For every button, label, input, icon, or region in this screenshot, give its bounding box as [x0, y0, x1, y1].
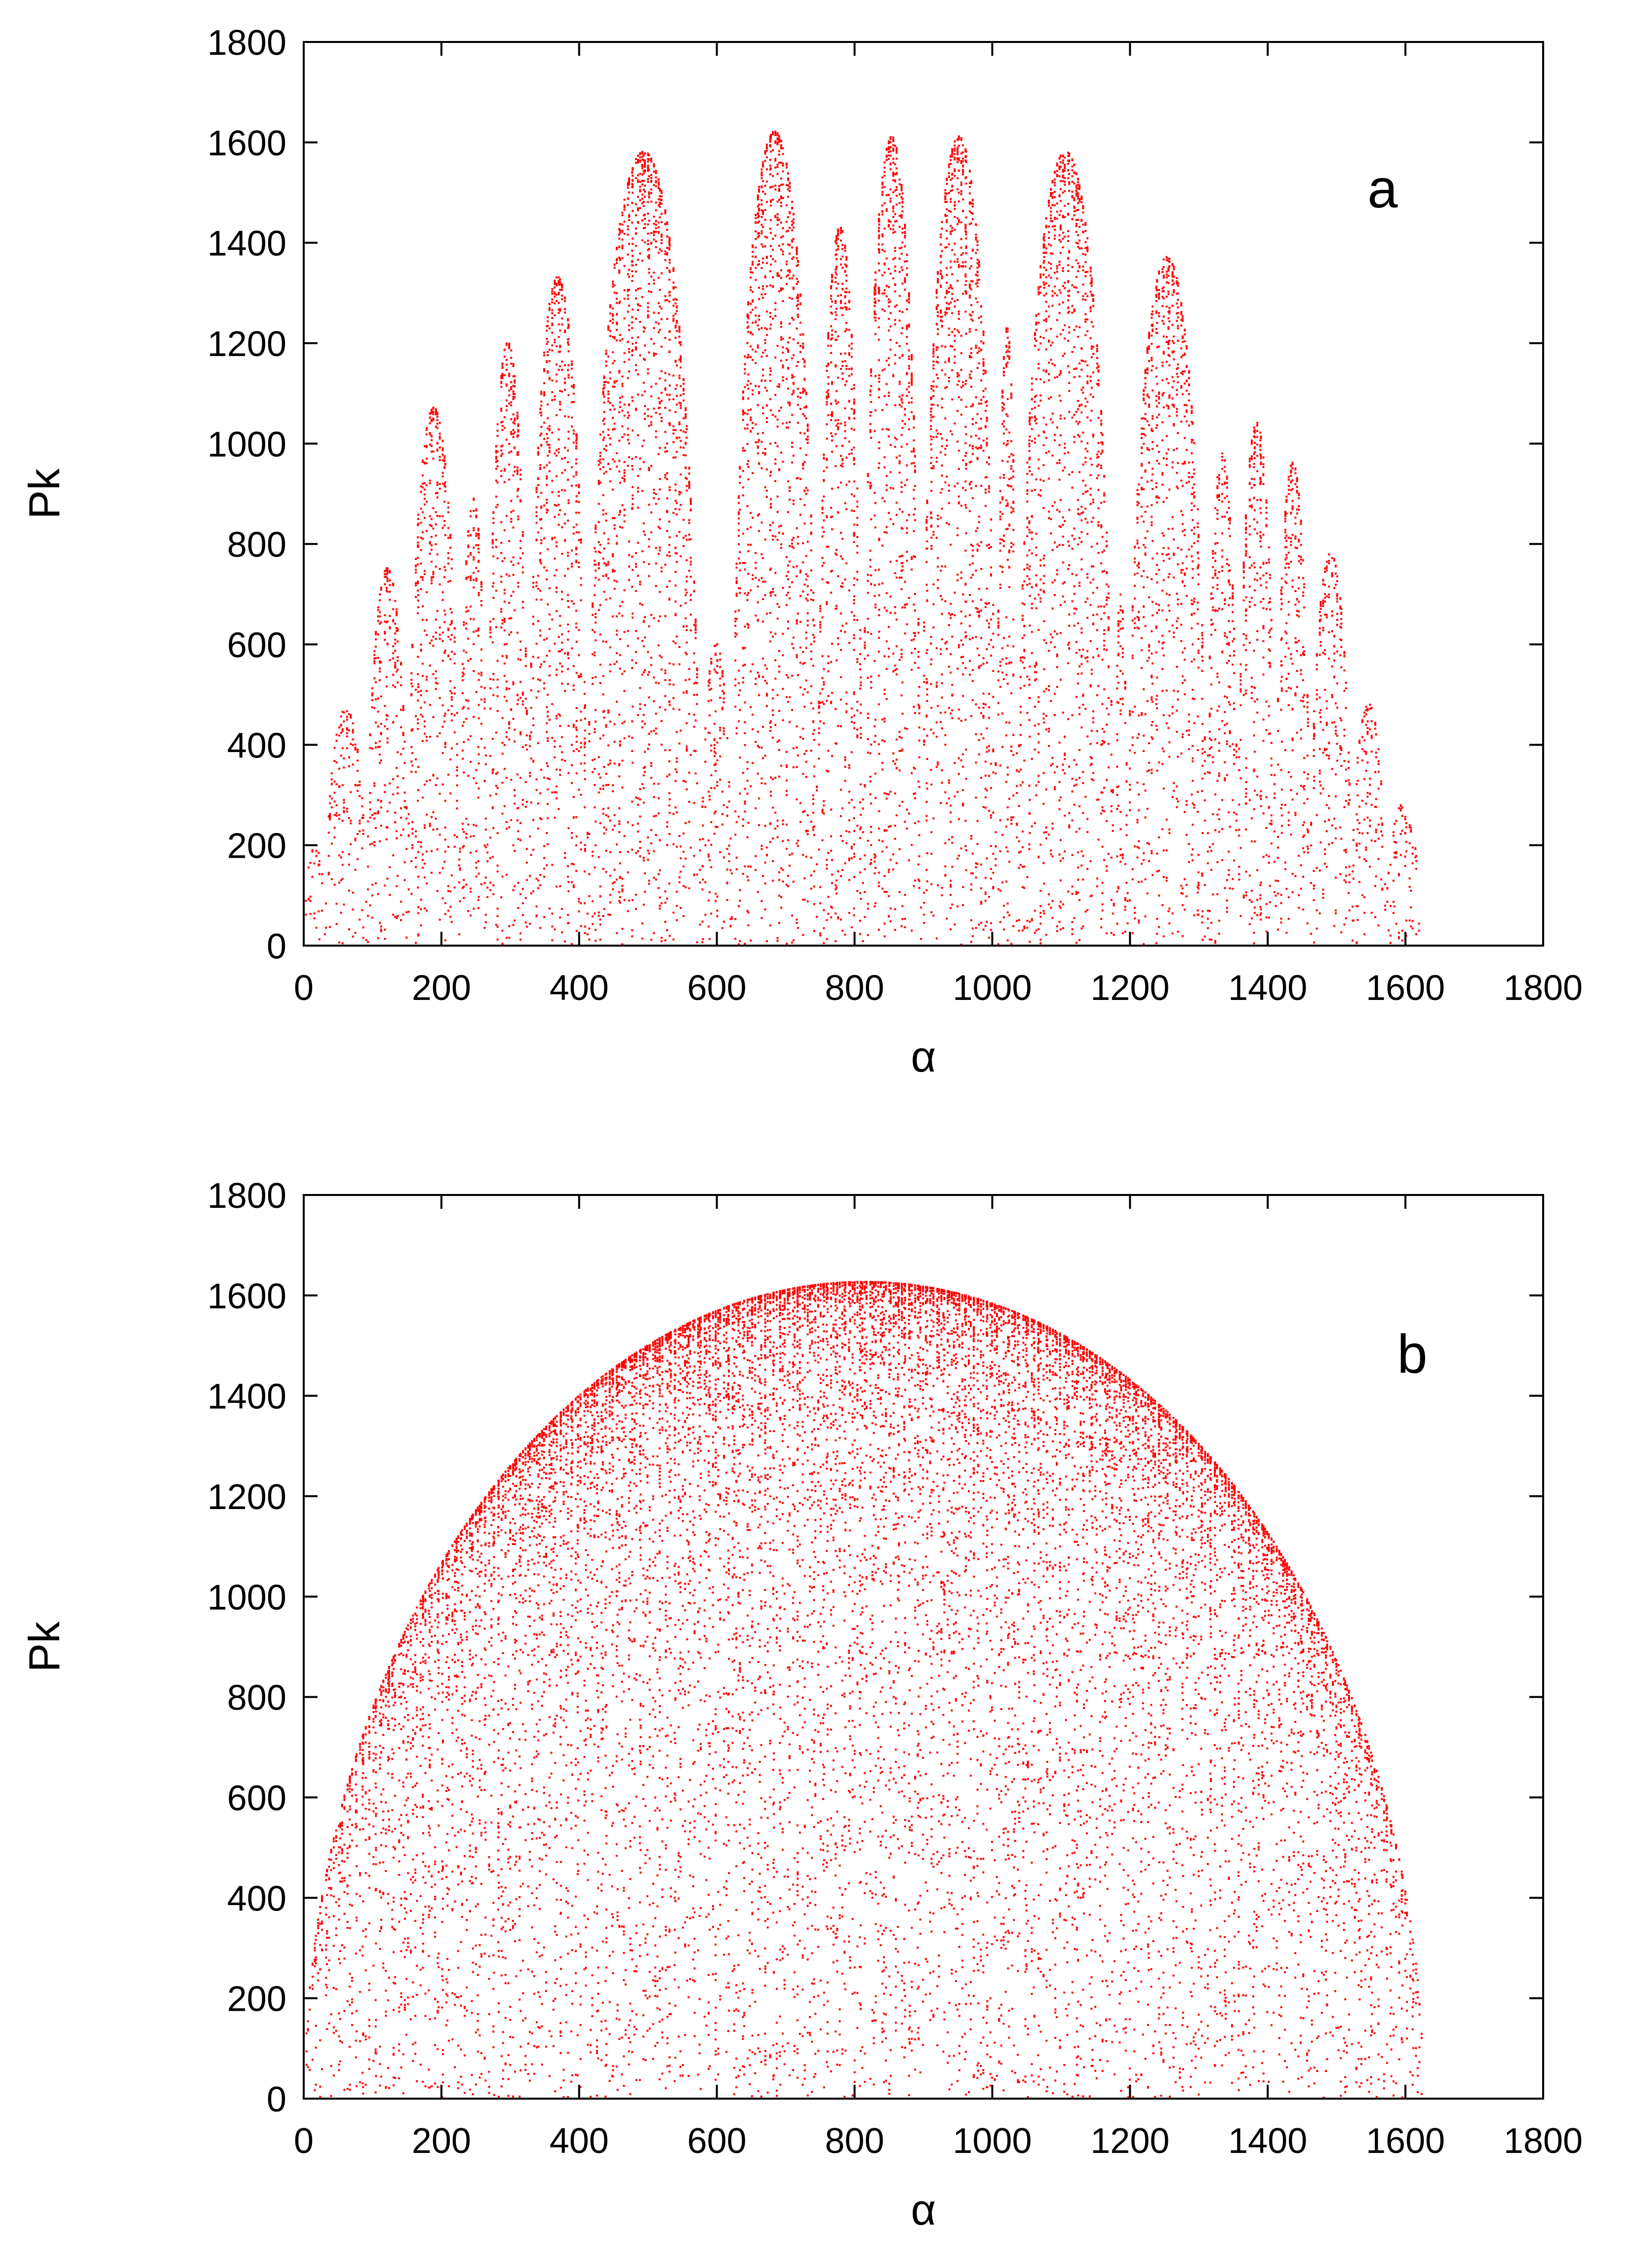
- y-tick-label: 1800: [207, 23, 286, 63]
- scatter-points: [305, 130, 1420, 946]
- x-tick-label: 1000: [953, 968, 1032, 1008]
- x-tick-label: 400: [550, 968, 609, 1008]
- panel-a-x-ticks: 0 200 400 600 800 1000 1200 1400 1600 1800: [294, 42, 1583, 1008]
- y-tick-label: 1000: [207, 425, 286, 464]
- panel-a-points: [305, 130, 1420, 946]
- x-tick-label: 1000: [953, 2121, 1032, 2161]
- y-tick-label: 400: [227, 1879, 286, 1918]
- panel-b-points: [305, 1280, 1423, 2099]
- y-tick-label: 1400: [207, 224, 286, 264]
- panel-a-plot-frame: [303, 41, 1544, 947]
- x-tick-label: 1400: [1228, 2121, 1307, 2161]
- panel-a-x-axis-label: α: [911, 1032, 936, 1081]
- panel-a: 0 200 400 600 800 1000 1200 1400 1600 1800 0 200 40…: [20, 23, 1583, 1081]
- panel-a-y-ticks: 0 200 400 600 800 1000 1200 1400 1600 1800: [207, 23, 1543, 966]
- y-tick-label: 200: [227, 827, 286, 866]
- x-tick-label: 800: [825, 2121, 884, 2161]
- y-tick-label: 1000: [207, 1578, 286, 1617]
- x-tick-label: 0: [294, 968, 314, 1008]
- y-tick-label: 0: [267, 2080, 286, 2119]
- x-tick-label: 400: [550, 2121, 609, 2161]
- x-tick-label: 1800: [1504, 968, 1583, 1008]
- x-tick-label: 0: [294, 2121, 314, 2161]
- y-tick-label: 400: [227, 726, 286, 765]
- y-tick-label: 0: [267, 927, 286, 966]
- panel-b-label: b: [1397, 1324, 1427, 1385]
- panel-b-y-axis-label: Pk: [20, 1621, 69, 1672]
- panel-b-y-ticks: 0 200 400 600 800 1000 1200 1400 1600 1800: [207, 1176, 1543, 2119]
- y-tick-label: 1600: [207, 123, 286, 163]
- scatter-points: [305, 1280, 1423, 2099]
- x-tick-label: 1600: [1366, 968, 1445, 1008]
- y-tick-label: 1600: [207, 1276, 286, 1316]
- y-tick-label: 600: [227, 626, 286, 665]
- y-tick-label: 800: [227, 1678, 286, 1718]
- x-tick-label: 1800: [1504, 2121, 1583, 2161]
- y-tick-label: 1200: [207, 1477, 286, 1517]
- x-tick-label: 1400: [1228, 968, 1307, 1008]
- y-tick-label: 200: [227, 1980, 286, 2019]
- y-tick-label: 800: [227, 525, 286, 565]
- x-tick-label: 600: [687, 968, 747, 1008]
- panel-b-x-ticks: 0 200 400 600 800 1000 1200 1400 1600 1800: [294, 1195, 1583, 2161]
- y-tick-label: 1800: [207, 1176, 286, 1216]
- x-tick-label: 1200: [1090, 968, 1169, 1008]
- panel-b-x-axis-label: α: [911, 2185, 936, 2234]
- x-tick-label: 800: [825, 968, 884, 1008]
- x-tick-label: 200: [412, 968, 471, 1008]
- y-tick-label: 600: [227, 1779, 286, 1818]
- panel-b-plot-frame: [303, 1194, 1544, 2100]
- panel-b: 0 200 400 600 800 1000 1200 1400 1600 1800 0 200 40…: [20, 1176, 1583, 2234]
- x-tick-label: 1200: [1090, 2121, 1169, 2161]
- panel-a-y-axis-label: Pk: [20, 468, 69, 519]
- x-tick-label: 200: [412, 2121, 471, 2161]
- y-tick-label: 1200: [207, 324, 286, 364]
- x-tick-label: 1600: [1366, 2121, 1445, 2161]
- panel-a-label: a: [1367, 159, 1398, 219]
- x-tick-label: 600: [687, 2121, 747, 2161]
- y-tick-label: 1400: [207, 1377, 286, 1417]
